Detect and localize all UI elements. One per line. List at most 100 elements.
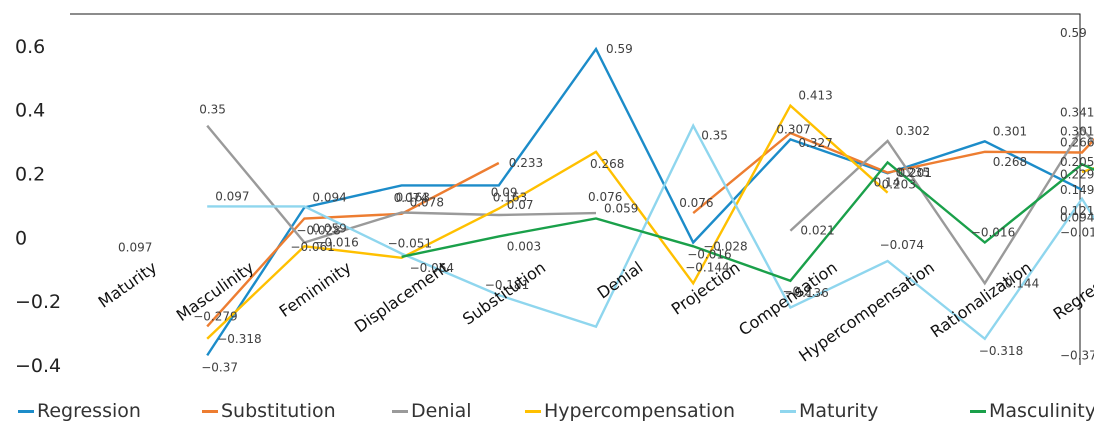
legend-item: Hypercompensation xyxy=(525,400,735,422)
legend-swatch xyxy=(18,409,34,413)
data-label: 0.003 xyxy=(507,239,541,253)
legend-swatch xyxy=(525,409,541,413)
data-label: 0.149 xyxy=(1060,183,1094,197)
data-label: −0.318 xyxy=(979,344,1023,358)
legend-item: Denial xyxy=(392,400,472,422)
data-label: 0.341 xyxy=(1060,106,1094,120)
data-label: 0.121 xyxy=(1060,204,1094,218)
x-tick-label: Femininity xyxy=(276,258,355,321)
y-tick-label: 0.4 xyxy=(15,100,45,122)
legend-item: Maturity xyxy=(780,400,878,422)
data-label: −0.136 xyxy=(784,286,828,300)
y-tick-label: 0.2 xyxy=(15,164,45,186)
data-label: 0.07 xyxy=(507,198,534,212)
data-label: 0.201 xyxy=(898,166,932,180)
data-label: 0.078 xyxy=(410,195,444,209)
x-tick-label: Displacement xyxy=(351,258,452,337)
y-tick-label: −0.2 xyxy=(15,291,61,313)
y-tick-label: −0.4 xyxy=(15,355,61,377)
data-label: 0.14 xyxy=(874,176,901,190)
y-tick-label: 0.6 xyxy=(15,36,45,58)
data-label: 0.205 xyxy=(1060,155,1094,169)
x-tick-label: Rationalization xyxy=(927,258,1035,342)
legend-label: Masculinity xyxy=(989,400,1094,422)
data-label: 0.59 xyxy=(1060,26,1087,40)
x-tick-labels: Maturity Masculinity FemininityDisplacemen… xyxy=(95,258,1094,366)
legend-swatch xyxy=(970,409,986,413)
x-tick-label: Substitution xyxy=(459,258,549,329)
data-label: −0.37 xyxy=(1060,348,1094,362)
data-label: 0.235 xyxy=(896,165,930,179)
data-label: −0.144 xyxy=(685,260,729,274)
data-label: 0.203 xyxy=(882,178,916,192)
data-label: 0.09 xyxy=(491,186,518,200)
legend: Regression Substitution Denial Hypercompens… xyxy=(0,400,1094,427)
data-label: 0.268 xyxy=(590,157,624,171)
data-label: −0.279 xyxy=(193,309,237,323)
data-label: 0.266 xyxy=(1060,135,1094,149)
data-label: −0.074 xyxy=(880,238,924,252)
data-label: −0.061 xyxy=(290,240,334,254)
data-label: −0.016 xyxy=(314,235,358,249)
data-label: 0.233 xyxy=(509,156,543,170)
legend-item: Substitution xyxy=(202,400,336,422)
data-label: −0.016 xyxy=(1060,225,1094,239)
legend-swatch xyxy=(392,409,408,413)
legend-label: Regression xyxy=(37,400,141,422)
data-label: 0.307 xyxy=(776,122,810,136)
data-label: −0.2… xyxy=(782,285,823,299)
legend-item: Regression xyxy=(18,400,141,422)
data-label: 0.301 xyxy=(1060,124,1094,138)
legend-label: Substitution xyxy=(221,400,336,422)
legend-label: Denial xyxy=(411,400,472,422)
data-label: 0.302 xyxy=(896,124,930,138)
data-label: −0.181 xyxy=(485,278,529,292)
axes: 0.6 0.4 0.2 0 −0.2 −0.4 xyxy=(15,13,1081,377)
data-label: −0.016 xyxy=(687,247,731,261)
series-line-regression xyxy=(206,46,1083,357)
legend-label: Maturity xyxy=(799,400,879,422)
data-label: −0.051 xyxy=(388,237,432,251)
y-tick-label: 0 xyxy=(15,227,27,249)
data-label: −0.064 xyxy=(410,261,454,275)
data-label: 0.163 xyxy=(396,190,430,204)
x-tick-label: Regression xyxy=(1050,258,1094,324)
data-label: 0.097 xyxy=(215,189,249,203)
legend-item: Masculinity xyxy=(970,400,1094,422)
data-label: 0.094 xyxy=(1060,210,1094,224)
data-label: −0.028 xyxy=(296,223,340,237)
series-line-maturity xyxy=(207,123,1094,341)
data-label: 0.301 xyxy=(993,124,1027,138)
data-label: 0.094 xyxy=(312,190,346,204)
data-label: 0.59 xyxy=(606,42,633,56)
data-label: 0.327 xyxy=(798,136,832,150)
series-line-substitution xyxy=(206,131,1094,328)
legend-label: Hypercompensation xyxy=(544,400,735,422)
data-label: 0.059 xyxy=(604,202,638,216)
data-label: −0.016 xyxy=(971,225,1015,239)
data-label: 0.021 xyxy=(800,224,834,238)
data-label: 0.229 xyxy=(1060,167,1094,181)
data-label: 0.074 xyxy=(394,191,428,205)
series-line-denial xyxy=(206,124,1094,286)
data-label: 0.076 xyxy=(588,190,622,204)
series-line-hypercompensation xyxy=(206,103,1094,340)
data-label: 0.268 xyxy=(993,155,1027,169)
data-label: −0.318 xyxy=(217,332,261,346)
plot-border xyxy=(70,13,1081,365)
x-tick-label: Maturity xyxy=(95,258,161,312)
series-line-masculinity xyxy=(401,160,1094,283)
data-label: 0.059 xyxy=(312,222,346,236)
data-label: −0.144 xyxy=(995,276,1039,290)
data-label: 0.163 xyxy=(493,190,527,204)
data-label: 0.413 xyxy=(798,89,832,103)
data-labels: 0.350.0970.097−0.279−0.318−0.37−0.0280.0… xyxy=(118,26,1094,374)
data-label: −0.028 xyxy=(703,239,747,253)
data-label: 0.35 xyxy=(199,103,226,117)
data-label: 0.35 xyxy=(701,129,728,143)
legend-swatch xyxy=(780,409,796,413)
data-label: 0.076 xyxy=(679,196,713,210)
series-lines xyxy=(206,46,1094,357)
data-label: −0.37 xyxy=(201,360,238,374)
